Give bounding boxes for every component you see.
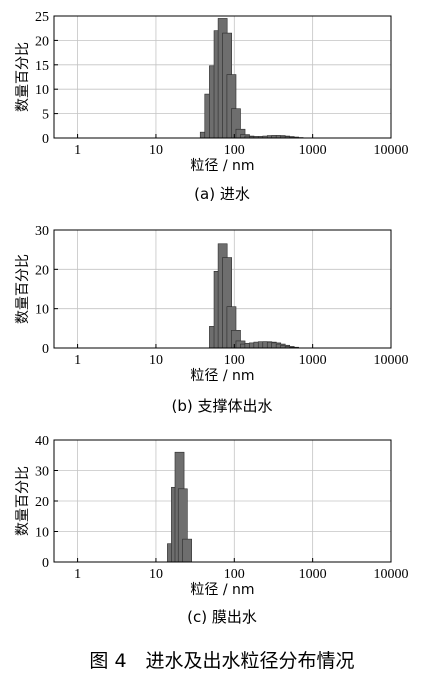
panel-caption: (c) 膜出水 <box>187 608 257 626</box>
chart-panel-2: 1 10 100 1000 10000 0 10 20 30 40 粒径 / nm 数量百分比 (c) … <box>15 434 409 626</box>
y-tick-label: 20 <box>35 263 49 278</box>
panel-caption: (b) 支撑体出水 <box>172 397 273 415</box>
y-tick-label: 0 <box>42 132 49 147</box>
x-tick-label: 1000 <box>299 353 327 368</box>
y-tick-label: 10 <box>35 83 49 98</box>
y-tick-label: 10 <box>35 303 49 318</box>
x-tick-label: 1 <box>74 143 81 158</box>
panel-caption: (a) 进水 <box>194 185 250 203</box>
y-tick-label: 5 <box>42 108 49 123</box>
y-tick-label: 0 <box>42 556 49 571</box>
x-tick-label: 10000 <box>374 353 409 368</box>
x-tick-label: 1000 <box>299 143 327 158</box>
bar <box>182 538 192 563</box>
x-tick-label: 1 <box>74 567 81 582</box>
x-tick-label: 1000 <box>299 567 327 582</box>
y-tick-label: 40 <box>35 434 49 449</box>
y-axis-label: 数量百分比 <box>15 42 31 112</box>
figure-caption: 图 4 进水及出水粒径分布情况 <box>89 650 354 672</box>
chart-panel-1: 1 10 100 1000 10000 0 10 20 30 粒径 / nm 数量百分比 (b) 支撑… <box>15 224 409 415</box>
y-tick-label: 30 <box>35 465 49 480</box>
y-tick-label: 20 <box>35 34 49 49</box>
x-tick-label: 10000 <box>374 567 409 582</box>
chart-panel-0: 1 10 100 1000 10000 0 5 10 15 20 25 粒径 / nm 数量百分比 (a)… <box>15 10 409 203</box>
plot-frame <box>53 229 392 349</box>
y-axis-label: 数量百分比 <box>15 466 31 536</box>
y-tick-label: 25 <box>35 10 49 25</box>
y-tick-label: 0 <box>42 342 49 357</box>
x-axis-label: 粒径 / nm <box>190 158 254 174</box>
x-tick-label: 100 <box>224 567 245 582</box>
y-tick-label: 10 <box>35 526 49 541</box>
x-tick-label: 100 <box>224 143 245 158</box>
x-axis-label: 粒径 / nm <box>190 368 254 384</box>
x-tick-label: 10 <box>149 567 163 582</box>
y-tick-label: 20 <box>35 495 49 510</box>
x-tick-label: 10 <box>149 353 163 368</box>
y-axis-label: 数量百分比 <box>15 254 31 324</box>
x-tick-label: 100 <box>224 353 245 368</box>
y-tick-label: 15 <box>35 59 49 74</box>
x-tick-label: 1 <box>74 353 81 368</box>
y-tick-label: 30 <box>35 224 49 239</box>
x-tick-label: 10 <box>149 143 163 158</box>
x-tick-label: 10000 <box>374 143 409 158</box>
x-axis-label: 粒径 / nm <box>190 582 254 598</box>
plot-frame <box>53 15 392 139</box>
